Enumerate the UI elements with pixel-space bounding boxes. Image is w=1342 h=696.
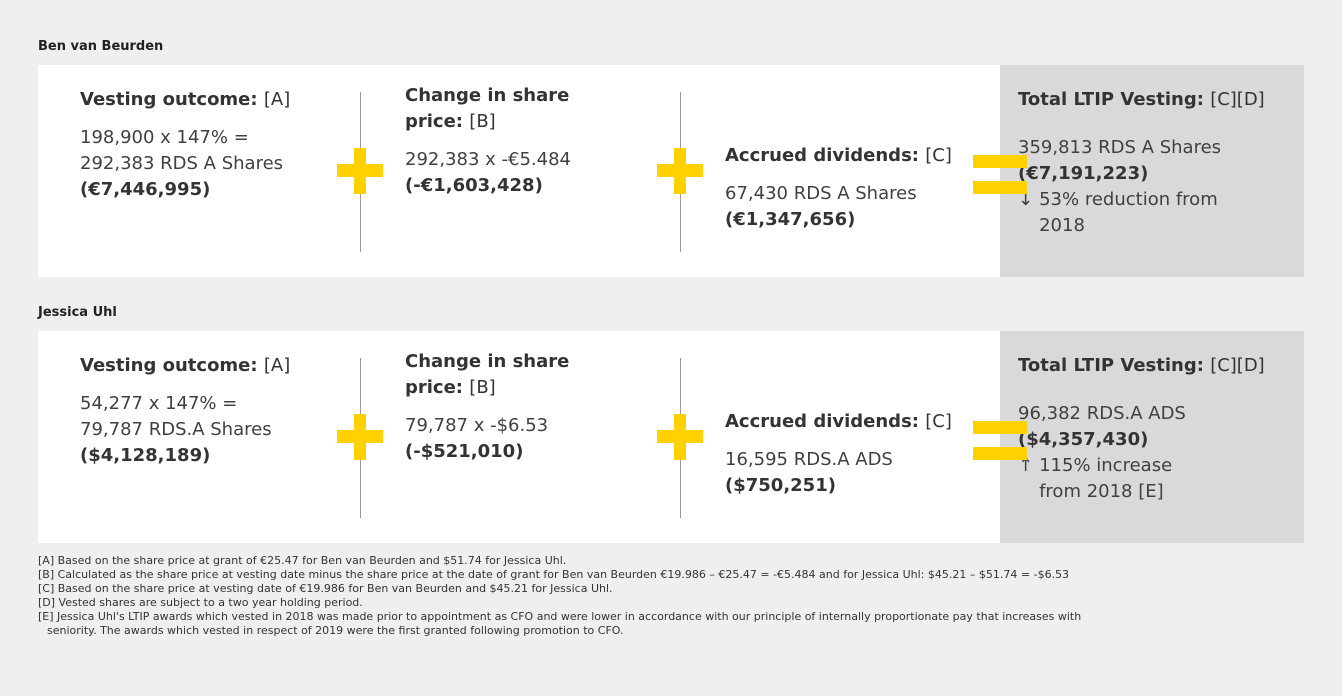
line: 79,787 x -$6.53: [405, 415, 549, 436]
heading-text: Total LTIP Vesting:: [1018, 355, 1204, 376]
footnotes: [A] Based on the share price at grant of…: [38, 554, 1107, 638]
total-box: Total LTIP Vesting: [C][D] 96,382 RDS.A A…: [1000, 331, 1304, 543]
ref: [A]: [263, 89, 291, 110]
equals-bar: [973, 155, 1027, 168]
amount: (-€1,603,428): [405, 175, 543, 196]
line: 79,787 RDS.A Shares: [80, 419, 272, 440]
amount: (€1,347,656): [725, 209, 856, 230]
heading-text: Vesting outcome:: [80, 89, 258, 110]
section-title: Jessica Uhl: [38, 305, 117, 320]
ref: [C][D]: [1210, 355, 1265, 376]
heading: Accrued dividends: [C]: [725, 143, 952, 169]
footnote: [A] Based on the share price at grant of…: [38, 554, 567, 567]
ref: [B]: [469, 377, 496, 398]
total-column: Total LTIP Vesting: [C][D] 359,813 RDS A …: [1018, 87, 1265, 239]
line: 96,382 RDS.A ADS: [1018, 403, 1186, 424]
heading-text: Accrued dividends:: [725, 411, 919, 432]
equals-bar: [973, 181, 1027, 194]
footnote: [B] Calculated as the share price at ves…: [38, 568, 1070, 581]
heading: Total LTIP Vesting: [C][D]: [1018, 87, 1265, 113]
change-text: 53% reduction from 2018: [1039, 189, 1218, 236]
ref: [B]: [469, 111, 496, 132]
panel: Vesting outcome: [A] 54,277 x 147% = 79,78…: [38, 331, 1304, 543]
line: 359,813 RDS A Shares: [1018, 137, 1222, 158]
heading-text: Change in share price:: [405, 351, 570, 398]
heading: Accrued dividends: [C]: [725, 409, 952, 435]
heading-text: Change in share price:: [405, 85, 570, 132]
arrow: ↓: [1018, 189, 1034, 210]
column: Change in share price: [B] 292,383 x -€5.…: [405, 83, 575, 199]
heading: Total LTIP Vesting: [C][D]: [1018, 353, 1265, 379]
line: 67,430 RDS A Shares: [725, 183, 917, 204]
plus-icon: [337, 414, 383, 460]
line: 54,277 x 147% =: [80, 393, 238, 414]
column: Accrued dividends: [C] 67,430 RDS A Share…: [725, 143, 952, 233]
total-column: Total LTIP Vesting: [C][D] 96,382 RDS.A A…: [1018, 353, 1265, 505]
equals-bar: [973, 447, 1027, 460]
heading: Vesting outcome: [A]: [80, 353, 290, 379]
equals-bar: [973, 421, 1027, 434]
plus-icon: [337, 148, 383, 194]
section-title: Ben van Beurden: [38, 39, 164, 54]
column: Vesting outcome: [A] 198,900 x 147% = 292,…: [80, 87, 290, 203]
ref: [C]: [925, 145, 952, 166]
column: Accrued dividends: [C] 16,595 RDS.A ADS ($…: [725, 409, 952, 499]
ref: [C]: [925, 411, 952, 432]
amount: (-$521,010): [405, 441, 524, 462]
heading: Change in share price: [B]: [405, 349, 575, 401]
column: Change in share price: [B] 79,787 x -$6.5…: [405, 349, 575, 465]
line: 16,595 RDS.A ADS: [725, 449, 893, 470]
footnote: [E] Jessica Uhl's LTIP awards which vest…: [38, 610, 1082, 637]
ref: [A]: [263, 355, 291, 376]
total-box: Total LTIP Vesting: [C][D] 359,813 RDS A …: [1000, 65, 1304, 277]
plus-icon: [657, 414, 703, 460]
heading-text: Total LTIP Vesting:: [1018, 89, 1204, 110]
column: Vesting outcome: [A] 54,277 x 147% = 79,78…: [80, 353, 290, 469]
plus-icon: [657, 148, 703, 194]
line: 292,383 RDS A Shares: [80, 153, 284, 174]
heading: Vesting outcome: [A]: [80, 87, 290, 113]
heading: Change in share price: [B]: [405, 83, 575, 135]
arrow: ↑: [1018, 455, 1034, 476]
heading-text: Vesting outcome:: [80, 355, 258, 376]
change-text: 115% increase from 2018 [E]: [1039, 455, 1173, 502]
amount: ($750,251): [725, 475, 836, 496]
line: 292,383 x -€5.484: [405, 149, 572, 170]
ref: [C][D]: [1210, 89, 1265, 110]
panel: Vesting outcome: [A] 198,900 x 147% = 292,…: [38, 65, 1304, 277]
amount: ($4,128,189): [80, 445, 211, 466]
change: ↓ 53% reduction from 2018: [1018, 187, 1265, 239]
footnote: [D] Vested shares are subject to a two y…: [38, 596, 363, 609]
amount: (€7,191,223): [1018, 163, 1149, 184]
heading-text: Accrued dividends:: [725, 145, 919, 166]
change: ↑ 115% increase from 2018 [E]: [1018, 453, 1265, 505]
amount: ($4,357,430): [1018, 429, 1149, 450]
line: 198,900 x 147% =: [80, 127, 249, 148]
footnote: [C] Based on the share price at vesting …: [38, 582, 613, 595]
amount: (€7,446,995): [80, 179, 211, 200]
